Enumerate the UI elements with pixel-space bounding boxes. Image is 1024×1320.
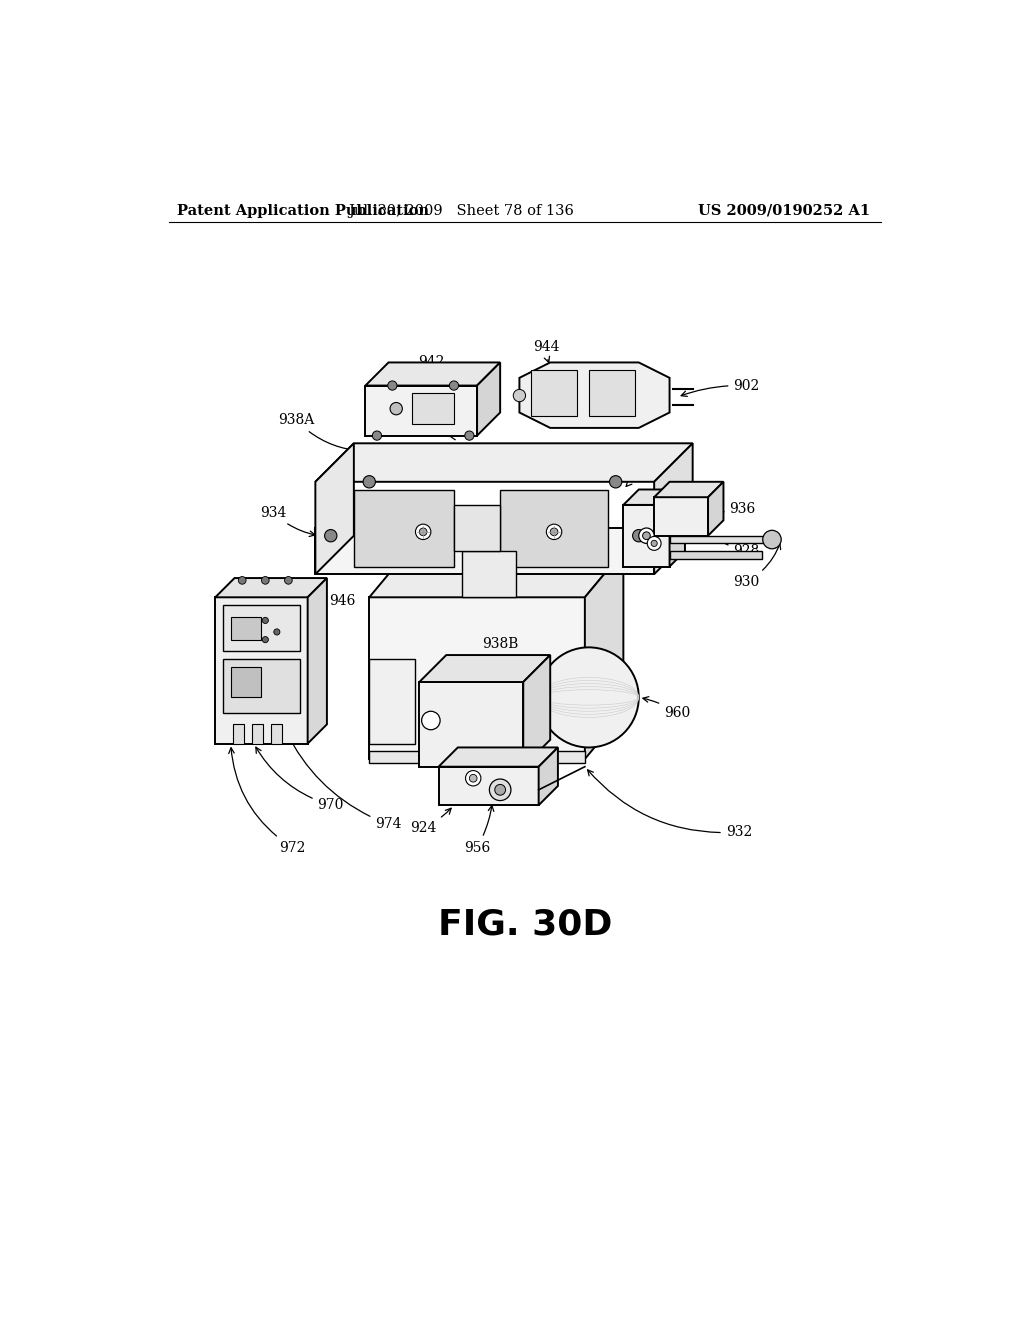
Polygon shape [370,552,624,598]
Circle shape [416,524,431,540]
Polygon shape [419,655,550,682]
Polygon shape [223,605,300,651]
Polygon shape [589,370,635,416]
Polygon shape [354,490,454,566]
Text: 930: 930 [733,544,780,589]
Circle shape [364,475,376,488]
Polygon shape [315,528,654,574]
Text: 924: 924 [410,808,452,836]
Circle shape [609,475,622,488]
Polygon shape [215,598,307,743]
Polygon shape [230,667,261,697]
Text: 940A: 940A [434,424,496,458]
Polygon shape [624,506,670,566]
Polygon shape [307,578,327,743]
Polygon shape [271,725,283,743]
Circle shape [465,432,474,441]
Polygon shape [366,363,500,385]
Polygon shape [419,682,523,767]
Polygon shape [454,506,500,552]
Text: 940B: 940B [625,467,660,487]
Text: 938A: 938A [278,413,361,453]
Polygon shape [370,751,585,763]
Circle shape [273,628,280,635]
Circle shape [388,381,397,391]
Circle shape [390,403,402,414]
Polygon shape [624,490,685,506]
Polygon shape [539,747,558,805]
Text: 970: 970 [256,747,344,812]
Polygon shape [315,444,692,482]
Text: 934: 934 [260,506,315,536]
Text: 932: 932 [588,770,752,840]
Polygon shape [654,482,724,498]
Circle shape [643,532,650,540]
Circle shape [469,775,477,781]
Polygon shape [654,498,708,536]
Polygon shape [531,370,578,416]
Circle shape [651,540,657,546]
Text: 902: 902 [681,379,760,396]
Text: 944: 944 [534,341,559,363]
Circle shape [513,389,525,401]
Text: 946: 946 [312,594,355,609]
Polygon shape [462,552,515,598]
Circle shape [647,536,662,550]
Polygon shape [523,655,550,767]
Text: Jul. 30, 2009   Sheet 78 of 136: Jul. 30, 2009 Sheet 78 of 136 [349,203,574,218]
Circle shape [450,381,459,391]
Text: FIG. 30D: FIG. 30D [437,908,612,941]
Circle shape [763,531,781,549]
Polygon shape [215,578,327,598]
Circle shape [633,529,645,543]
Circle shape [373,432,382,441]
Polygon shape [223,659,300,713]
Polygon shape [670,490,685,566]
Text: 936: 936 [716,502,756,516]
Text: 942: 942 [410,355,444,381]
Circle shape [550,528,558,536]
Polygon shape [585,552,624,759]
Text: 972: 972 [228,747,305,854]
Polygon shape [708,482,724,536]
Circle shape [262,636,268,643]
Circle shape [639,528,654,544]
Polygon shape [370,659,416,743]
Circle shape [261,577,269,585]
Text: 960: 960 [643,697,690,719]
Polygon shape [252,725,263,743]
Polygon shape [519,363,670,428]
Polygon shape [654,444,692,574]
Polygon shape [438,767,539,805]
Circle shape [547,524,562,540]
Polygon shape [315,444,354,574]
Polygon shape [670,552,762,558]
Circle shape [422,711,440,730]
Circle shape [262,618,268,623]
Circle shape [489,779,511,800]
Polygon shape [500,490,608,566]
Circle shape [419,528,427,536]
Circle shape [466,771,481,785]
Polygon shape [233,725,244,743]
Text: Patent Application Publication: Patent Application Publication [177,203,429,218]
Text: 974: 974 [287,733,401,832]
Polygon shape [370,598,585,759]
Polygon shape [366,385,477,436]
Text: 928: 928 [716,539,760,558]
Circle shape [539,647,639,747]
Text: US 2009/0190252 A1: US 2009/0190252 A1 [697,203,869,218]
Circle shape [495,784,506,795]
Circle shape [285,577,292,585]
Polygon shape [412,393,454,424]
Text: 956: 956 [464,805,494,854]
Polygon shape [230,616,261,640]
Circle shape [239,577,246,585]
Polygon shape [438,747,558,767]
Polygon shape [477,363,500,436]
Text: 938B: 938B [479,636,518,671]
Polygon shape [670,536,770,544]
Circle shape [325,529,337,543]
